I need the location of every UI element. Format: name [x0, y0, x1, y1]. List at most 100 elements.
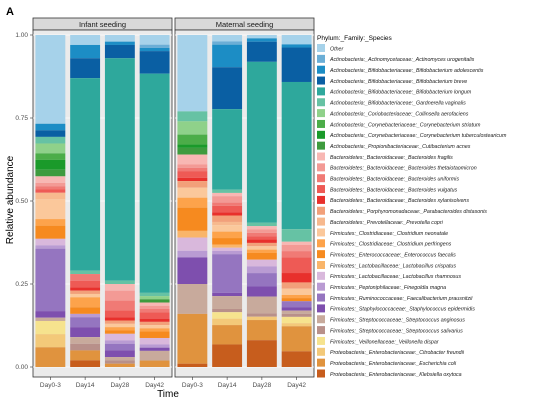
bar-segment	[246, 320, 277, 341]
bar-segment	[212, 44, 243, 68]
legend-key	[317, 185, 325, 194]
legend-key	[317, 76, 325, 85]
bar-segment	[281, 351, 312, 367]
legend-label: Actinobacteria:_Corynebacteriaceae:_Cory…	[329, 122, 481, 128]
bar-segment	[177, 171, 208, 178]
bar-segment	[212, 318, 243, 326]
bar-segment	[70, 287, 101, 291]
bar-segment	[35, 334, 66, 348]
legend-label: Firmicutes:_Clostridiaceae:_Clostridium …	[330, 231, 448, 237]
bar-segment	[35, 186, 66, 190]
bar-segment	[104, 35, 135, 42]
bar-segment	[212, 109, 243, 190]
bar-segment	[212, 215, 243, 222]
legend-label: Bacteroidetes:_Bacteroidaceae:_Bacteroid…	[330, 198, 469, 204]
legend-key	[317, 315, 325, 324]
bar-segment	[35, 136, 66, 144]
bar-segment	[212, 247, 243, 251]
bar-segment	[139, 51, 170, 74]
bar-segment	[212, 196, 243, 203]
bar-segment	[281, 310, 312, 314]
bar-segment	[139, 347, 170, 351]
legend-label: Firmicutes:_Staphylococcaceae:_Staphyloc…	[330, 307, 475, 313]
bar-segment	[35, 182, 66, 187]
panel-label: A	[6, 6, 14, 18]
bar-segment	[177, 257, 208, 284]
bar-segment	[212, 292, 243, 297]
bar-segment	[281, 307, 312, 311]
bar-segment	[104, 44, 135, 59]
legend-key	[317, 304, 325, 313]
legend-key	[317, 336, 325, 345]
bar-segment	[70, 290, 101, 294]
legend-label: Actinobacteria:_Bifidobacteriaceae:_Bifi…	[329, 79, 467, 85]
bar-segment	[70, 313, 101, 318]
legend-key	[317, 250, 325, 259]
bar-segment	[139, 305, 170, 309]
legend-label: Proteobacteria:_Enterobacteriaceae:_Esch…	[330, 361, 457, 367]
legend-key	[317, 239, 325, 248]
bar-segment	[281, 273, 312, 283]
legend-key	[317, 347, 325, 356]
y-tick-label: 0.25	[15, 281, 28, 288]
bar-segment	[35, 199, 66, 220]
legend-label: Actinobacteria:_Actinomycetaceae:_Actino…	[329, 57, 475, 63]
bar-segment	[177, 284, 208, 314]
bar-segment	[139, 73, 170, 293]
bar-segment	[212, 205, 243, 213]
bar-segment	[70, 317, 101, 328]
bar-segment	[246, 286, 277, 297]
legend-label: Firmicutes:_Clostridiaceae:_Clostridium …	[330, 242, 452, 248]
bar-segment	[104, 350, 135, 358]
facet-strip-label: Infant seeding	[79, 20, 126, 29]
legend-label: Bacteroidetes:_Porphyromonadaceae:_Parab…	[330, 209, 487, 215]
bar-segment	[35, 225, 66, 239]
x-axis-title: Time	[157, 389, 179, 400]
legend-key	[317, 141, 325, 150]
bar-segment	[35, 317, 66, 321]
legend-label: Actinobacteria:_Coriobacteriaceae:_Colli…	[329, 111, 469, 117]
bar-segment	[212, 231, 243, 239]
bar-segment	[281, 81, 312, 230]
bar-segment	[139, 328, 170, 332]
legend-label: Firmicutes:_Ruminococcaceae:_Faecalibact…	[330, 296, 473, 302]
legend-label: Proteobacteria:_Enterobacteriaceae:_Citr…	[330, 350, 465, 356]
bar-segment	[212, 202, 243, 206]
bar-segment	[139, 325, 170, 329]
legend-label: Actinobacteria:_Bifidobacteriaceae:_Bifi…	[329, 90, 472, 96]
bar-segment	[70, 35, 101, 45]
bar-segment	[212, 344, 243, 367]
bar-segment	[177, 207, 208, 231]
bar-segment	[35, 347, 66, 367]
bar-segment	[104, 360, 135, 364]
bar-segment	[139, 47, 170, 52]
x-tick-label: Day0-3	[182, 382, 203, 389]
x-tick-label: Day42	[287, 382, 306, 389]
bar-segment	[212, 312, 243, 319]
bar-segment	[70, 350, 101, 361]
bar-segment	[104, 41, 135, 45]
bar-segment	[212, 325, 243, 345]
legend-label: Firmicutes:_Enterococcaceae:_Enterococcu…	[330, 252, 456, 258]
bar-segment	[139, 331, 170, 338]
plot-area: Infant seeding Day0-3 Day14 Day28 Day42 Mater…	[15, 17, 315, 389]
legend-key	[317, 195, 325, 204]
bar-segment	[281, 298, 312, 302]
x-tick-label: Day28	[110, 382, 129, 389]
bar-segment	[139, 299, 170, 303]
bar-segment	[177, 181, 208, 188]
bar-segment	[35, 123, 66, 131]
bar-segment	[281, 229, 312, 242]
x-tick-label: Day42	[145, 382, 164, 389]
bar-segment	[177, 121, 208, 135]
legend-label: Firmicutes:_Peptoniphilaceae:_Finegoldia…	[330, 285, 446, 291]
bar-segment	[35, 130, 66, 137]
legend-label: Actinobacteria:_Corynebacteriaceae:_Cory…	[329, 133, 507, 139]
bar-segment	[139, 350, 170, 361]
bar-segment	[70, 327, 101, 338]
y-tick-label: 0.00	[15, 364, 28, 371]
legend-label: Firmicutes:_Streptococcaceae:_Streptococ…	[330, 328, 463, 334]
legend-key	[317, 163, 325, 172]
legend-key	[317, 206, 325, 215]
